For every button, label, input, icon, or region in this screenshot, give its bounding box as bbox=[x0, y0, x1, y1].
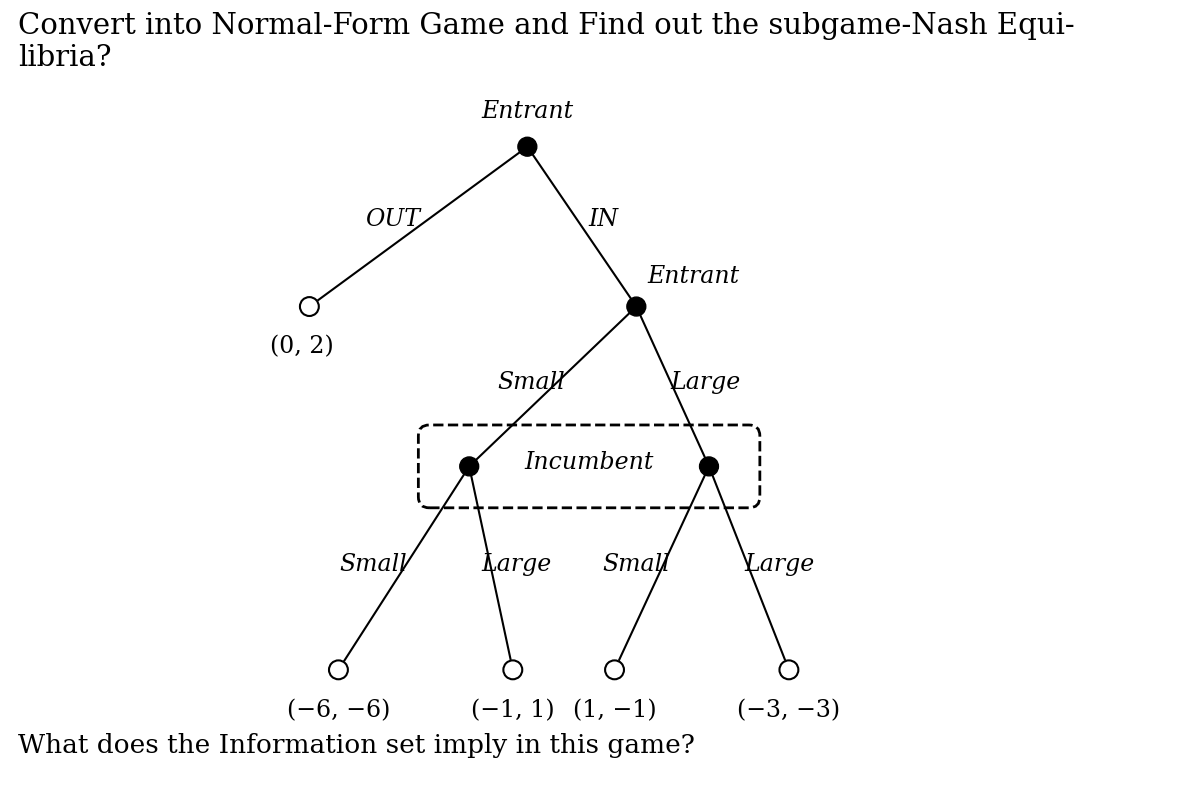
Text: (−1, 1): (−1, 1) bbox=[470, 699, 554, 722]
Circle shape bbox=[460, 457, 479, 476]
Text: (1, −1): (1, −1) bbox=[572, 699, 656, 722]
Circle shape bbox=[605, 660, 624, 679]
Text: IN: IN bbox=[589, 208, 619, 231]
Text: Convert into Normal-Form Game and Find out the subgame-Nash Equi-: Convert into Normal-Form Game and Find o… bbox=[18, 12, 1075, 40]
Text: Large: Large bbox=[671, 371, 740, 395]
Text: Small: Small bbox=[602, 553, 670, 576]
Circle shape bbox=[626, 297, 646, 316]
Text: Small: Small bbox=[340, 553, 407, 576]
Text: Large: Large bbox=[481, 553, 552, 576]
Text: (−3, −3): (−3, −3) bbox=[737, 699, 840, 722]
Text: libria?: libria? bbox=[18, 44, 112, 72]
Text: Small: Small bbox=[497, 371, 565, 395]
Text: Entrant: Entrant bbox=[481, 100, 574, 124]
Circle shape bbox=[329, 660, 348, 679]
Text: Entrant: Entrant bbox=[647, 265, 739, 289]
Circle shape bbox=[518, 137, 536, 156]
Text: (0, 2): (0, 2) bbox=[270, 335, 334, 358]
Text: OUT: OUT bbox=[366, 208, 420, 231]
Text: (−6, −6): (−6, −6) bbox=[287, 699, 390, 722]
Circle shape bbox=[300, 297, 319, 316]
Circle shape bbox=[780, 660, 798, 679]
Text: Incumbent: Incumbent bbox=[524, 452, 654, 474]
Text: Large: Large bbox=[744, 553, 815, 576]
Text: What does the Information set imply in this game?: What does the Information set imply in t… bbox=[18, 733, 695, 758]
Circle shape bbox=[503, 660, 522, 679]
Circle shape bbox=[700, 457, 719, 476]
